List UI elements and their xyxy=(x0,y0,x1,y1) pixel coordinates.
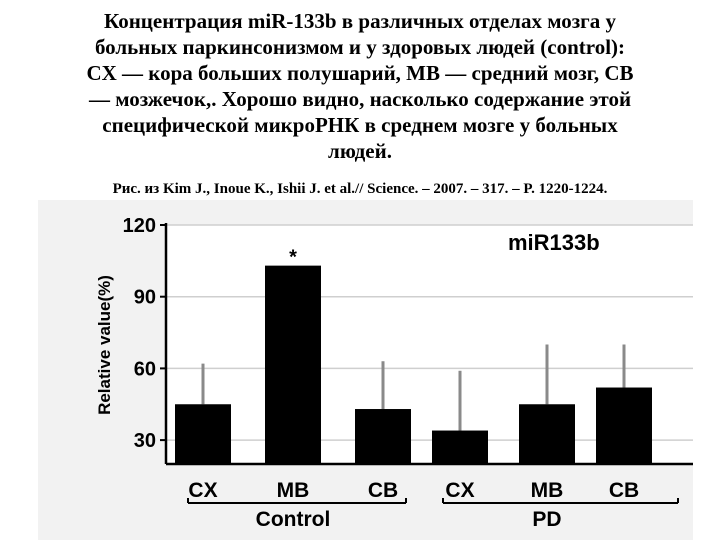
x-tick-label: CX xyxy=(445,479,474,502)
caption-line: специфической микроРНК в среднем мозге у… xyxy=(102,113,618,137)
bar xyxy=(355,409,411,464)
bar xyxy=(175,404,231,464)
y-tick-label: 90 xyxy=(134,287,156,309)
bar xyxy=(596,387,652,464)
x-tick-label: CX xyxy=(188,479,217,502)
caption-line: людей. xyxy=(328,139,392,163)
figure-caption: Концентрация miR-133b в различных отдела… xyxy=(20,8,700,164)
caption-line: — мозжечок,. Хорошо видно, насколько сод… xyxy=(88,87,632,111)
y-tick-label: 30 xyxy=(134,430,156,452)
x-tick-label: CB xyxy=(609,479,639,502)
bar xyxy=(519,404,575,464)
x-tick-label: CB xyxy=(368,479,398,502)
chart-panel: 30 60 90 120 CX MB CB CX MB CB * Control PD miR133b … xyxy=(38,200,693,540)
y-tick-label: 60 xyxy=(134,358,156,380)
caption-line: Концентрация miR-133b в различных отдела… xyxy=(104,9,616,33)
significance-marker: * xyxy=(289,247,297,269)
x-tick-label: MB xyxy=(277,479,310,502)
caption-line: CX — кора больших полушарий, MB — средни… xyxy=(86,61,634,85)
figure-source-citation: Рис. из Kim J., Inoue K., Ishii J. et al… xyxy=(112,181,608,197)
chart-title: miR133b xyxy=(508,230,600,255)
group-label: Control xyxy=(256,508,331,531)
bar xyxy=(265,265,321,464)
caption-line: больных паркинсонизмом и у здоровых люде… xyxy=(94,35,626,59)
bar xyxy=(432,430,488,464)
x-tick-label: MB xyxy=(531,479,564,502)
group-label: PD xyxy=(532,508,561,531)
y-tick-label: 120 xyxy=(123,215,156,237)
y-axis-label: Relative value(%) xyxy=(95,275,114,415)
